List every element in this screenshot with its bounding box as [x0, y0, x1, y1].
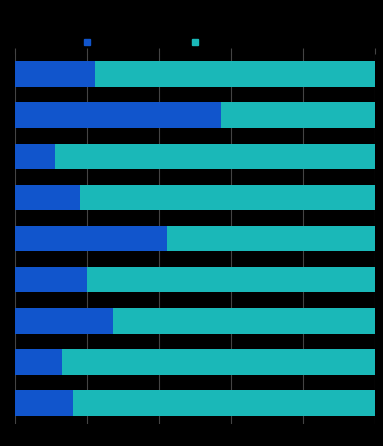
Bar — [80, 185, 375, 210]
Bar — [95, 62, 375, 87]
Bar — [15, 267, 87, 293]
Bar — [15, 226, 167, 252]
Bar — [113, 308, 375, 334]
Bar — [15, 144, 55, 169]
Bar — [87, 267, 375, 293]
Bar — [73, 390, 375, 416]
Bar — [15, 103, 221, 128]
Bar — [221, 103, 375, 128]
Bar — [62, 349, 375, 375]
Bar — [15, 349, 62, 375]
Bar — [15, 308, 113, 334]
Bar — [167, 226, 375, 252]
Bar — [15, 185, 80, 210]
Bar — [55, 144, 375, 169]
Bar — [15, 62, 95, 87]
Bar — [15, 390, 73, 416]
